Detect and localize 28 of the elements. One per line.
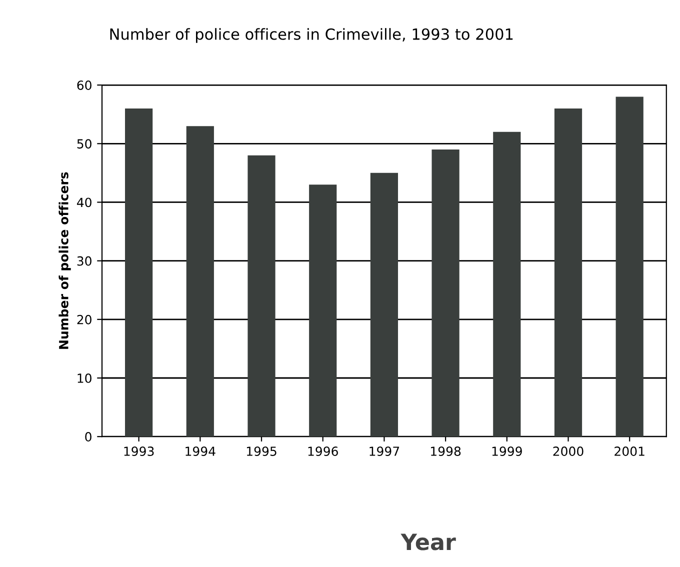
x-tick-label: 1996 bbox=[308, 446, 338, 456]
chart-title: Number of police officers in Crimeville, 1993 to 2001 bbox=[110, 28, 513, 43]
y-tick-label: 30 bbox=[77, 256, 92, 266]
bar bbox=[186, 126, 214, 437]
bar bbox=[554, 108, 582, 437]
y-tick-label: 10 bbox=[78, 373, 92, 383]
y-tick-label: 40 bbox=[76, 198, 92, 208]
y-tick-label: 20 bbox=[77, 314, 92, 324]
x-tick-label: 1995 bbox=[246, 446, 276, 456]
x-axis-title: Year bbox=[400, 534, 456, 550]
x-tick-label: 2000 bbox=[553, 446, 584, 456]
y-tick-label: 50 bbox=[77, 139, 92, 149]
bar bbox=[370, 172, 398, 437]
bar bbox=[248, 155, 276, 437]
y-axis-title: Number of police officers bbox=[58, 172, 71, 349]
bar bbox=[432, 150, 460, 437]
x-tick-label: 1999 bbox=[492, 446, 522, 456]
bar bbox=[493, 132, 521, 437]
x-tick-label: 1998 bbox=[431, 446, 461, 456]
x-tick-label: 2001 bbox=[614, 446, 644, 456]
x-tick-label: 1997 bbox=[370, 446, 400, 456]
y-tick-label: 0 bbox=[85, 432, 92, 442]
bar bbox=[309, 184, 337, 437]
y-tick-label: 60 bbox=[77, 80, 92, 90]
bar bbox=[125, 108, 153, 437]
x-tick-label: 1993 bbox=[124, 446, 154, 456]
bar bbox=[616, 96, 644, 437]
x-tick-label: 1994 bbox=[186, 446, 216, 456]
